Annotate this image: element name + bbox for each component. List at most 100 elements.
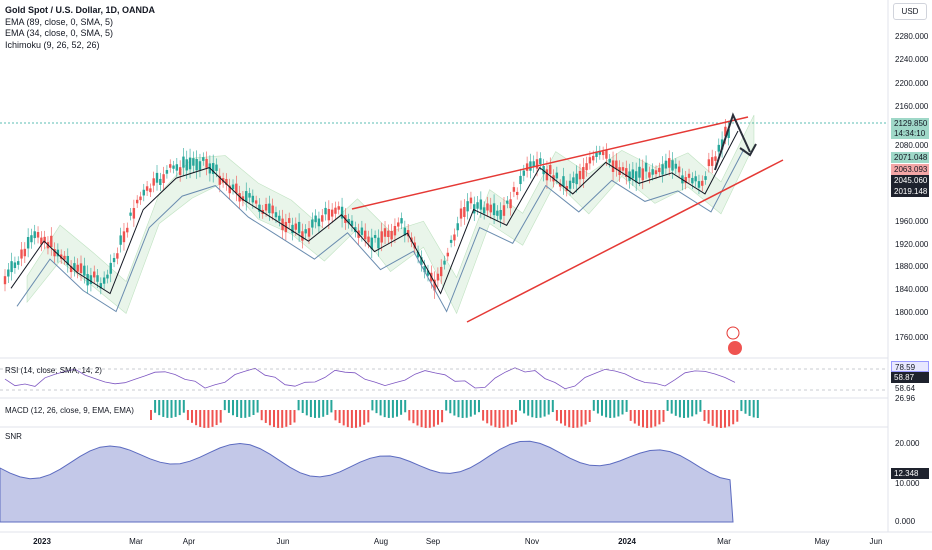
macd-bar [158,400,161,416]
candle-body [542,165,545,175]
candle-body [317,218,321,227]
currency-button[interactable]: USD [893,3,927,20]
macd-bar [580,410,583,427]
macd-bar [609,400,612,418]
candle-body [714,156,717,161]
macd-bar [699,400,702,412]
candle-body [641,168,644,181]
macd-bar [527,400,530,416]
macd-bar [482,410,485,421]
macd-bar [318,400,321,418]
candle-body [211,163,215,174]
candle-body [178,167,182,175]
ichimoku-span-tag: 2063.093 [891,164,929,175]
candle-body [525,163,529,171]
macd-bar [449,400,452,414]
macd-bar [572,410,575,428]
candle-body [621,167,625,171]
indicator-ema34[interactable]: EMA (34, close, 0, SMA, 5) [5,28,114,38]
macd-bar [170,400,173,418]
candle-body [628,171,631,181]
macd-bar [650,410,653,428]
time-tick: 2023 [33,537,51,546]
candle-body [145,186,149,191]
candle-body [13,262,17,269]
macd-bar [568,410,571,428]
macd-bar [387,400,390,418]
macd-bar [728,410,731,427]
candle-body [661,164,664,175]
macd-bar [625,400,628,412]
candle-body [436,273,440,281]
candle-body [83,265,86,276]
rsi-label[interactable]: RSI (14, close, SMA, 14, 2) [5,366,102,375]
candle-body [324,207,327,215]
candle-body [205,158,208,168]
macd-bar [297,400,300,411]
macd-bar [715,410,718,428]
candle-body [337,206,340,210]
candle-body [228,185,231,194]
candle-body [496,210,499,216]
macd-bar [752,400,755,418]
candle-body [393,226,397,236]
candle-body [469,197,473,204]
candle-body [595,151,598,157]
indicator-ema89[interactable]: EMA (89, close, 0, SMA, 5) [5,16,114,27]
macd-label[interactable]: MACD (12, 26, close, 9, EMA, EMA) [5,406,134,415]
candle-body [545,169,549,181]
candle-body [350,220,354,226]
macd-bar [547,400,550,415]
candle-body [687,173,691,178]
candle-body [347,218,350,224]
candle-body [287,218,291,223]
candle-body [26,237,30,249]
macd-bar [662,410,665,422]
candle-body [697,181,701,188]
candle-body [644,162,648,172]
candle-body [555,172,559,179]
candle-body [674,163,678,169]
candle-body [390,231,393,240]
indicator-ichimoku[interactable]: Ichimoku (9, 26, 52, 26) [5,39,100,50]
candle-body [397,222,400,227]
candle-body [182,156,185,168]
candle-body [69,266,73,273]
candle-body [294,223,297,230]
candle-body [33,231,36,239]
price-tick: 1920.000 [895,240,929,249]
macd-bar [256,400,259,413]
macd-bar [424,410,427,428]
candle-body [575,173,578,185]
candle-body [231,184,235,190]
candle-body [449,239,453,243]
macd-bar [678,400,681,418]
candle-body [159,178,162,185]
candle-body [592,155,595,161]
macd-bar [379,400,382,416]
candle-body [245,191,248,203]
candle-body [155,172,159,183]
macd-bar [506,410,509,427]
macd-bar [346,410,349,428]
candle-body [717,144,720,152]
macd-bar [236,400,239,418]
time-tick: Sep [425,537,441,546]
candle-body [268,203,271,214]
macd-bar [355,410,357,428]
candle-body [198,161,202,170]
symbol-title[interactable]: Gold Spot / U.S. Dollar, 1D, OANDA [5,5,156,15]
ema89-line [16,148,745,313]
snr-label[interactable]: SNR [5,432,22,441]
candle-body [132,208,136,219]
candle-body [23,248,27,257]
candle-body [79,263,83,274]
candle-body [608,158,611,163]
rsi-tick: 58.64 [895,384,916,393]
candle-body [327,208,331,221]
macd-bar [613,400,616,418]
candle-body [7,269,10,277]
candle-body [254,200,258,204]
